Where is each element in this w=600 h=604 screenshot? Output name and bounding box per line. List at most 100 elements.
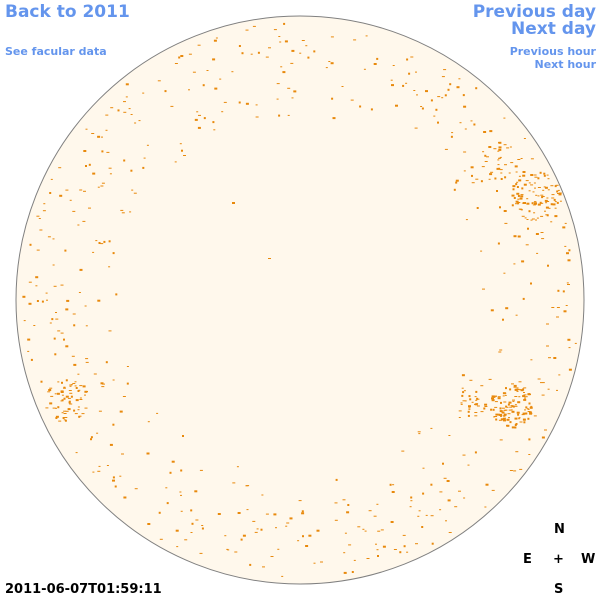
plage-speck <box>521 414 525 416</box>
plage-speck <box>92 172 96 175</box>
plage-speck <box>486 156 489 158</box>
plage-speck <box>78 415 81 418</box>
plage-speck <box>75 399 79 402</box>
plage-speck <box>484 506 487 508</box>
plage-speck <box>437 121 439 124</box>
plage-speck <box>130 169 133 172</box>
plage-speck <box>334 502 338 504</box>
plage-speck <box>499 349 503 351</box>
plage-speck <box>325 67 328 69</box>
plage-speck <box>121 453 124 455</box>
plage-speck <box>523 421 526 424</box>
plage-speck <box>568 249 571 252</box>
plage-speck <box>532 191 535 193</box>
plage-speck <box>540 382 543 384</box>
plage-speck <box>422 467 425 469</box>
plage-speck <box>535 219 537 221</box>
plage-speck <box>313 562 316 564</box>
plage-speck <box>439 491 443 493</box>
plage-speck <box>147 421 150 423</box>
plage-speck <box>567 338 571 341</box>
plage-speck <box>458 490 461 492</box>
plage-speck <box>88 207 91 209</box>
plage-speck <box>498 146 502 149</box>
plage-speck <box>536 217 539 219</box>
plage-speck <box>390 521 394 523</box>
plage-speck <box>528 411 532 414</box>
plage-speck <box>346 511 350 514</box>
plage-speck <box>328 61 331 62</box>
plage-speck <box>527 227 529 230</box>
plage-speck <box>469 398 472 401</box>
plage-speck <box>518 418 521 420</box>
plage-speck <box>123 111 127 113</box>
plage-speck <box>517 198 520 200</box>
plage-speck <box>518 396 521 398</box>
plage-speck <box>265 513 269 515</box>
plage-speck <box>403 545 406 548</box>
plage-speck <box>391 84 394 87</box>
plage-speck <box>289 517 293 520</box>
plage-speck <box>527 411 531 412</box>
plage-speck <box>526 202 530 205</box>
plage-speck <box>511 194 515 197</box>
plage-speck <box>514 426 517 429</box>
plage-speck <box>537 203 541 206</box>
plage-speck <box>93 373 97 375</box>
back-to-year-link[interactable]: Back to 2011 <box>5 2 130 22</box>
plage-speck <box>557 189 560 191</box>
plage-speck <box>461 387 464 389</box>
plage-speck <box>515 451 519 453</box>
plage-speck <box>334 519 338 521</box>
plage-speck <box>103 240 106 243</box>
plage-speck <box>35 285 38 287</box>
plage-speck <box>461 394 464 397</box>
plage-speck <box>516 411 520 414</box>
next-day-link[interactable]: Next day <box>511 19 596 39</box>
plage-speck <box>255 116 259 118</box>
plage-speck <box>198 114 201 116</box>
plage-speck <box>523 183 527 186</box>
plage-speck <box>446 480 450 482</box>
plage-speck <box>184 539 188 541</box>
plage-speck <box>36 215 40 217</box>
plage-speck <box>246 509 249 511</box>
plage-speck <box>123 496 127 499</box>
plage-speck <box>512 185 516 188</box>
see-facular-data-link[interactable]: See facular data <box>5 45 107 58</box>
plage-speck <box>347 504 350 506</box>
next-hour-link[interactable]: Next hour <box>534 58 597 71</box>
plage-speck <box>482 151 485 153</box>
plage-speck <box>530 219 533 221</box>
plage-speck <box>551 197 555 199</box>
plage-speck <box>514 165 518 168</box>
plage-speck <box>40 380 43 383</box>
plage-speck <box>33 325 36 326</box>
plage-speck <box>179 143 182 145</box>
plage-speck <box>106 465 109 466</box>
plage-speck <box>467 410 470 413</box>
plage-speck <box>82 385 86 388</box>
plage-speck <box>541 436 545 439</box>
plage-speck <box>79 399 83 400</box>
plage-speck <box>112 252 115 255</box>
plage-speck <box>515 203 518 205</box>
previous-day-link[interactable]: Previous day <box>472 2 596 22</box>
plage-speck <box>534 202 537 205</box>
plage-speck <box>389 483 392 486</box>
plage-speck <box>43 203 46 205</box>
plage-speck <box>504 176 507 179</box>
plage-speck <box>521 187 524 190</box>
plage-speck <box>232 202 235 204</box>
plage-speck <box>499 407 502 410</box>
plage-speck <box>503 413 507 416</box>
plage-speck <box>395 104 398 107</box>
plage-speck <box>541 196 545 197</box>
plage-speck <box>506 418 510 421</box>
plage-speck <box>556 201 559 204</box>
previous-hour-link[interactable]: Previous hour <box>509 45 596 58</box>
plage-speck <box>508 172 511 174</box>
plage-speck <box>376 57 379 60</box>
plage-speck <box>495 418 498 421</box>
